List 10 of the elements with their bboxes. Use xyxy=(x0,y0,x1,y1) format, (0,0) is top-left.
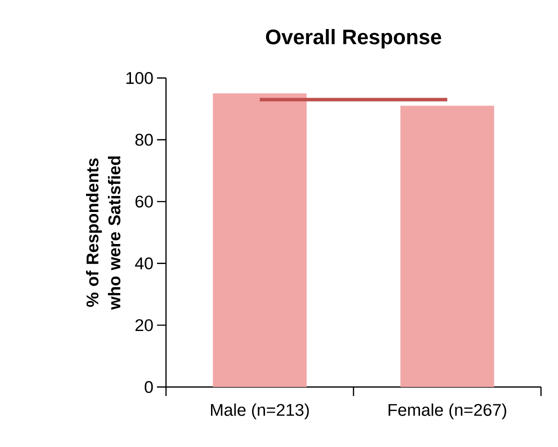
x-tick-label: Male (n=213) xyxy=(211,404,309,420)
chart-title: Overall Response xyxy=(266,28,442,48)
y-tick-label: 40 xyxy=(135,257,153,270)
y-tick-label: 20 xyxy=(136,319,153,332)
y-tick-label: 80 xyxy=(135,134,153,146)
x-tick-label: Female (n=267) xyxy=(388,404,506,420)
y-tick-label: 100 xyxy=(126,72,153,84)
y-axis-title: % of Respondents who were Satisfied xyxy=(86,156,120,310)
y-tick-label: 60 xyxy=(136,196,153,208)
y-tick-label: 0 xyxy=(144,380,153,393)
